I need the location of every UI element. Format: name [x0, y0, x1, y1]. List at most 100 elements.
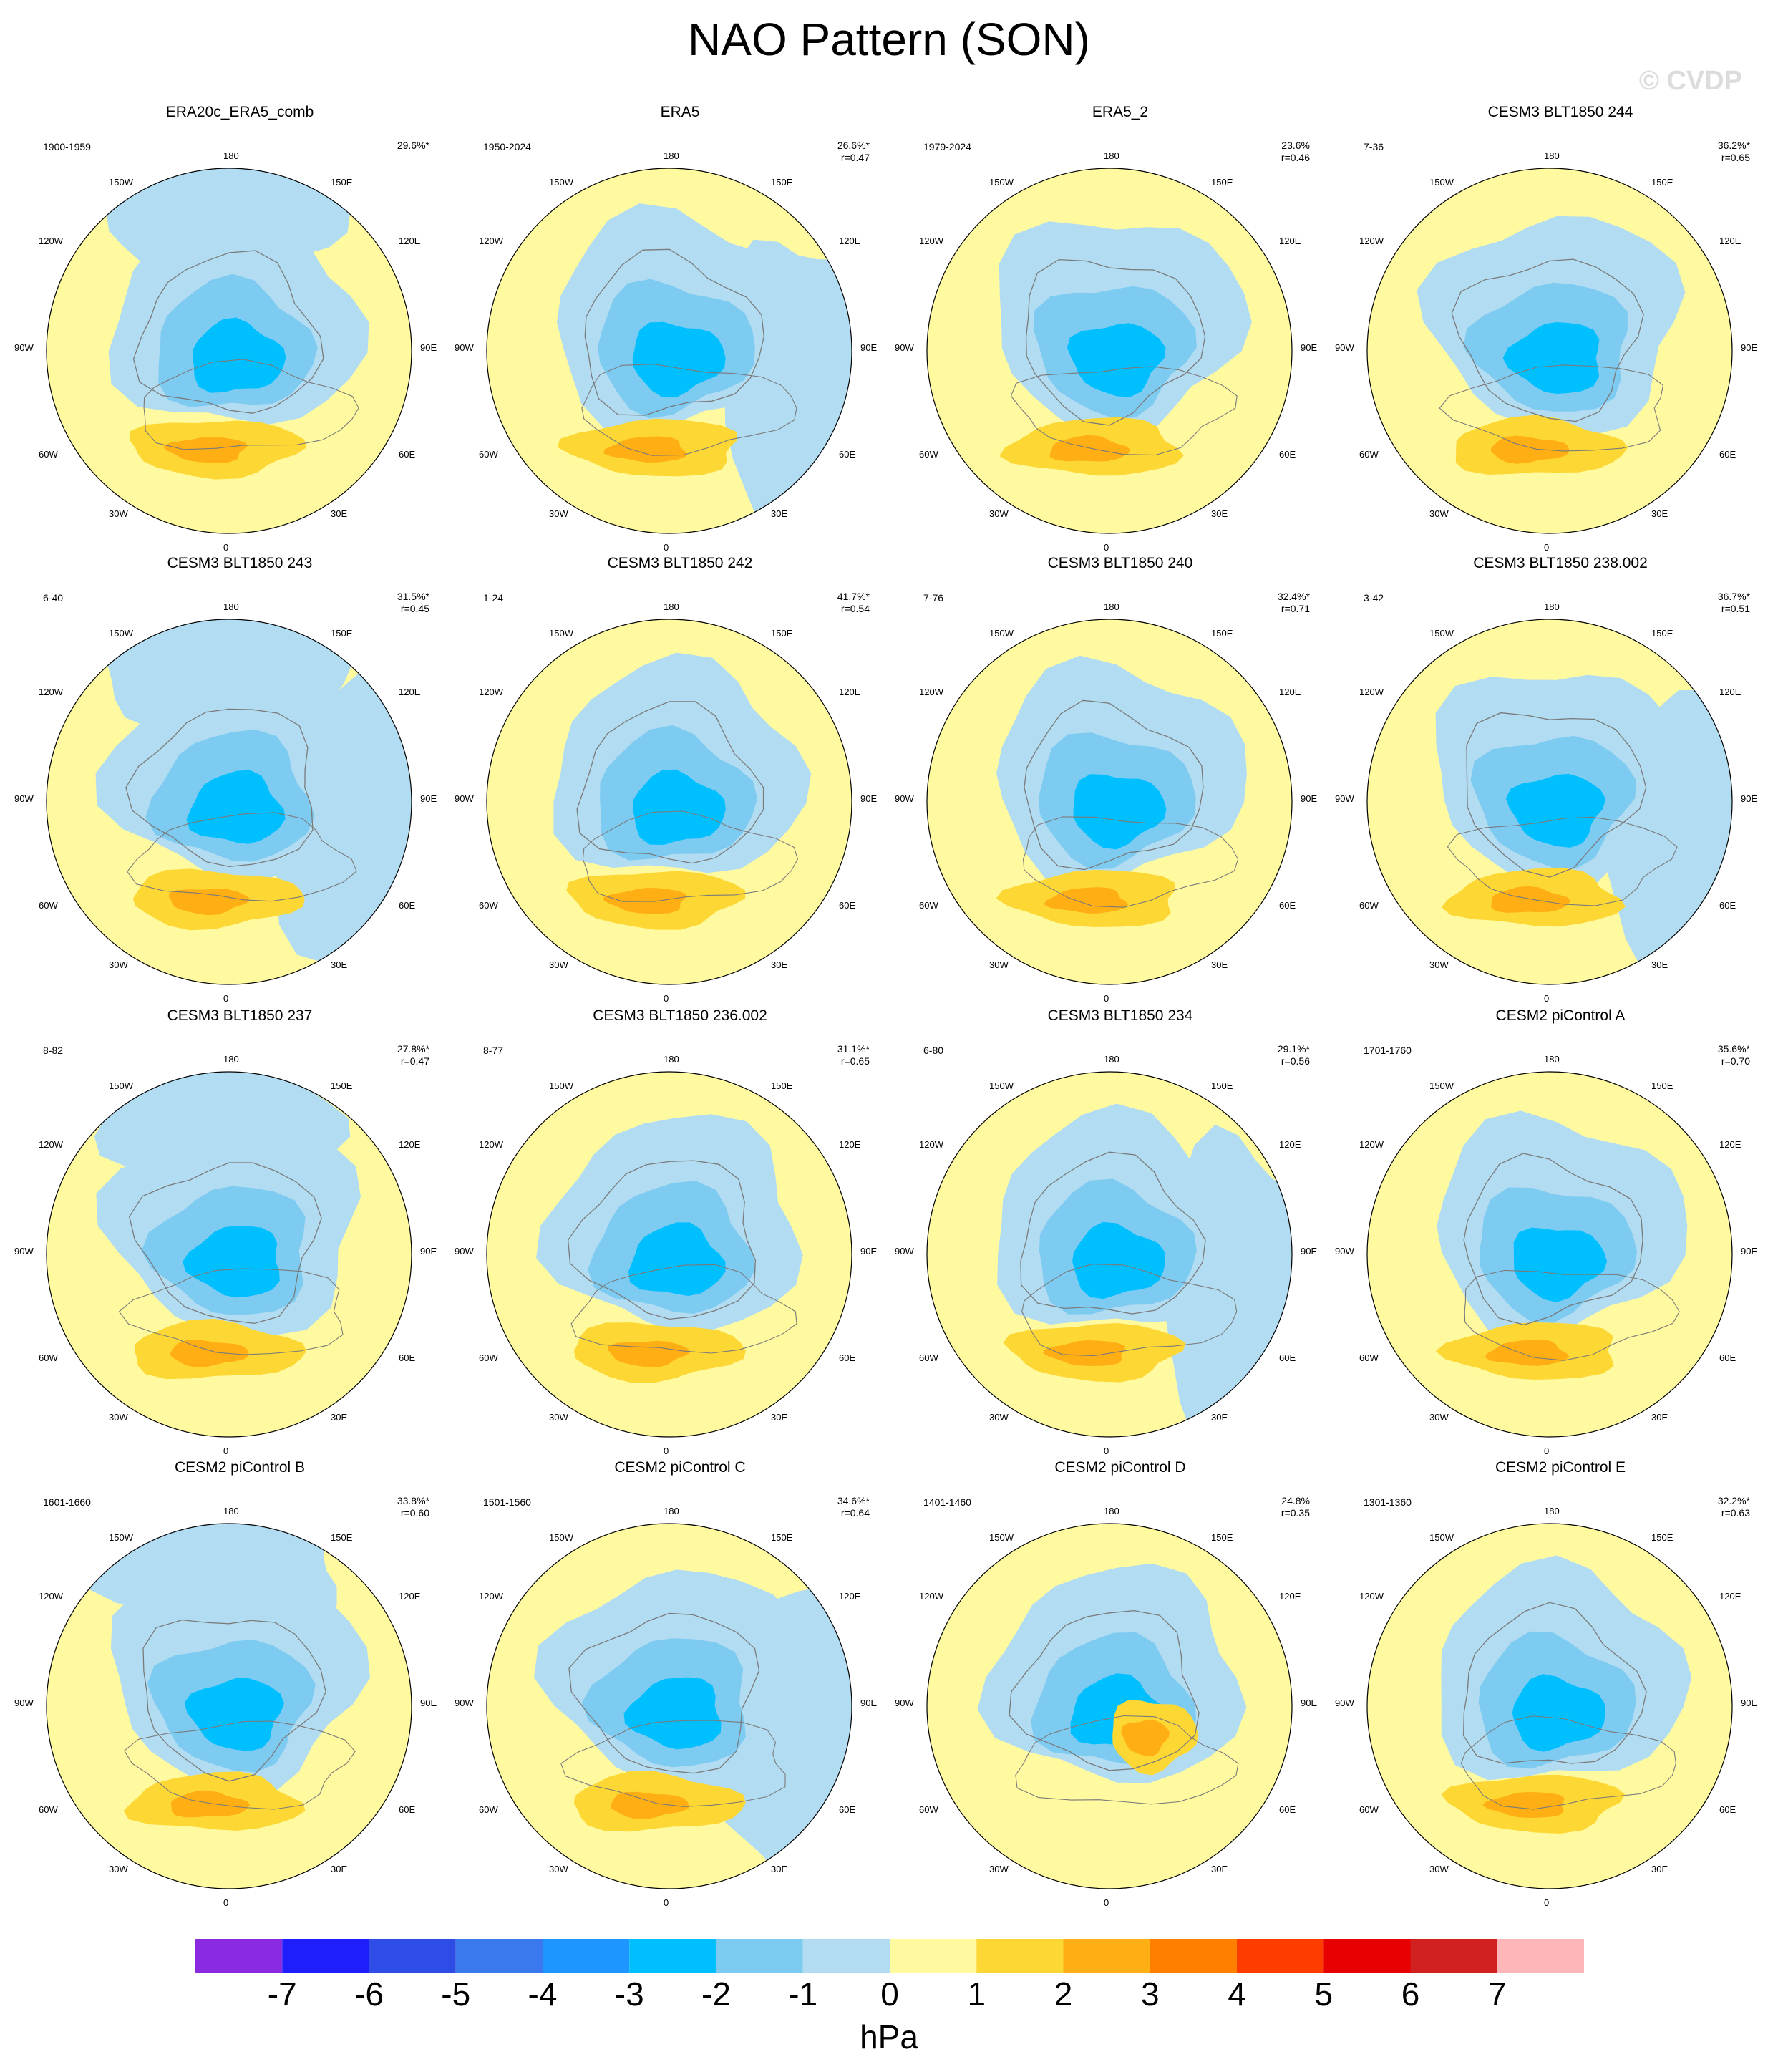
- colorbar-swatch: [802, 1939, 890, 1973]
- panel-r: r=0.70: [1721, 1055, 1750, 1067]
- coastline: [129, 1162, 322, 1325]
- lon-label: 60E: [839, 1352, 856, 1363]
- lon-label: 90W: [14, 1698, 34, 1708]
- polar-map: [46, 1071, 412, 1438]
- lon-label: 120E: [399, 1139, 421, 1150]
- lon-label: 150W: [1429, 177, 1454, 188]
- lon-label: 120E: [839, 687, 861, 697]
- panel-title: CESM2 piControl A: [1495, 1007, 1626, 1024]
- lon-label: 150E: [771, 1532, 793, 1543]
- panel-pct: 24.8%: [1281, 1495, 1310, 1506]
- lon-label: 180: [223, 601, 239, 612]
- panel-title: CESM3 BLT1850 242: [607, 555, 753, 571]
- panel-years: 7-76: [923, 592, 944, 604]
- coastline: [1464, 1269, 1680, 1361]
- map-panel: CESM2 piControl A 1701-1760 35.6%* r=0.70 18…: [1335, 1007, 1778, 1466]
- polar-map: [486, 619, 852, 985]
- colorbar-tick-label: -2: [701, 1975, 731, 2013]
- lon-label: 30E: [331, 1412, 348, 1423]
- lon-label: 120W: [39, 1139, 63, 1150]
- page-title: NAO Pattern (SON): [688, 14, 1090, 65]
- lon-label: 60E: [839, 1804, 856, 1815]
- panel-r: r=0.47: [840, 152, 870, 163]
- panel-title: ERA5: [660, 104, 700, 120]
- coastline: [1463, 1153, 1643, 1326]
- lon-label: 150E: [1651, 177, 1673, 188]
- lon-label: 150E: [1651, 1532, 1673, 1543]
- lon-label: 90W: [1335, 1246, 1354, 1257]
- lon-label: 30E: [1651, 508, 1668, 519]
- lon-label: 60W: [1359, 1804, 1379, 1815]
- map-boundary: [1366, 1523, 1733, 1889]
- lon-label: 180: [664, 601, 679, 612]
- lon-label: 180: [664, 1054, 679, 1065]
- lon-label: 150W: [109, 1080, 133, 1091]
- lon-label: 150E: [771, 628, 793, 639]
- map-boundary: [926, 619, 1293, 985]
- map-panel: CESM2 piControl B 1601-1660 33.8%* r=0.60 18…: [14, 1459, 458, 1917]
- lon-label: 0: [1104, 542, 1109, 553]
- colorbar-tick-label: -6: [354, 1975, 384, 2013]
- lon-label: 0: [223, 1897, 229, 1908]
- panel-pct: 31.5%*: [397, 591, 429, 602]
- lon-label: 90E: [860, 1698, 878, 1708]
- panel-years: 7-36: [1364, 141, 1384, 153]
- lon-label: 150W: [549, 177, 573, 188]
- map-panel: ERA20c_ERA5_comb 1900-1959 29.6%* 180 0 150W 1…: [14, 104, 458, 562]
- lon-label: 90W: [14, 793, 34, 804]
- coastline: [143, 359, 359, 450]
- colorbar-tick-label: 3: [1140, 1975, 1160, 2013]
- lon-label: 150E: [1651, 1080, 1673, 1091]
- coastline: [1009, 1609, 1200, 1771]
- lon-label: 120E: [1719, 1591, 1741, 1602]
- lon-label: 90E: [420, 342, 437, 353]
- lon-label: 30W: [109, 1412, 128, 1423]
- lon-label: 120W: [1359, 687, 1384, 697]
- lon-label: 120W: [1359, 1139, 1384, 1150]
- map-panel: ERA5_2 1979-2024 23.6% r=0.46 180 0 150W 150E 12…: [895, 104, 1339, 562]
- panel-pct: 35.6%*: [1717, 1043, 1750, 1055]
- lon-label: 150W: [109, 1532, 133, 1543]
- lon-label: 180: [1104, 1506, 1119, 1516]
- lon-label: 60E: [1279, 900, 1296, 911]
- panel-pct: 26.6%*: [837, 140, 870, 151]
- lon-label: 0: [664, 1446, 669, 1456]
- lon-label: 60W: [479, 1352, 498, 1363]
- lon-label: 30E: [1651, 1412, 1668, 1423]
- map-panel: CESM2 piControl D 1401-1460 24.8% r=0.35 180…: [895, 1459, 1339, 1917]
- lon-label: 120W: [919, 687, 943, 697]
- lon-label: 60E: [1279, 1352, 1296, 1363]
- lon-label: 120E: [1719, 1139, 1741, 1150]
- colorbar-tick-label: 6: [1401, 1975, 1420, 2013]
- lon-label: 150W: [549, 628, 573, 639]
- panel-r: r=0.35: [1281, 1507, 1310, 1519]
- polar-map: [486, 1071, 852, 1438]
- lon-label: 150W: [549, 1532, 573, 1543]
- panel-pct: 29.1%*: [1277, 1043, 1310, 1055]
- lon-label: 180: [664, 150, 679, 161]
- lon-label: 60E: [839, 900, 856, 911]
- lon-label: 120W: [479, 236, 503, 246]
- panel-years: 1950-2024: [483, 141, 531, 153]
- lon-label: 120W: [919, 1591, 943, 1602]
- map-boundary: [46, 168, 412, 534]
- colorbar-swatch: [195, 1939, 283, 1973]
- panel-stats: 26.6%* r=0.47: [805, 140, 870, 164]
- coastline: [1010, 366, 1238, 456]
- lon-label: 30E: [331, 508, 348, 519]
- coastline: [118, 1268, 344, 1355]
- coastline: [560, 1720, 786, 1807]
- lon-label: 90W: [895, 342, 914, 353]
- lon-label: 120W: [919, 1139, 943, 1150]
- panel-pct: 41.7%*: [837, 591, 870, 602]
- map-boundary: [486, 1523, 852, 1889]
- colorbar-swatch: [1237, 1939, 1324, 1973]
- panel-years: 1301-1360: [1364, 1496, 1412, 1508]
- lon-label: 30E: [1211, 1864, 1228, 1874]
- panel-r: r=0.56: [1281, 1055, 1310, 1067]
- panel-pct: 34.6%*: [837, 1495, 870, 1506]
- lon-label: 0: [664, 993, 669, 1004]
- colorbar-tick-label: -7: [267, 1975, 297, 2013]
- panel-stats: 29.6%*: [365, 140, 429, 152]
- panel-stats: 33.8%* r=0.60: [365, 1495, 429, 1519]
